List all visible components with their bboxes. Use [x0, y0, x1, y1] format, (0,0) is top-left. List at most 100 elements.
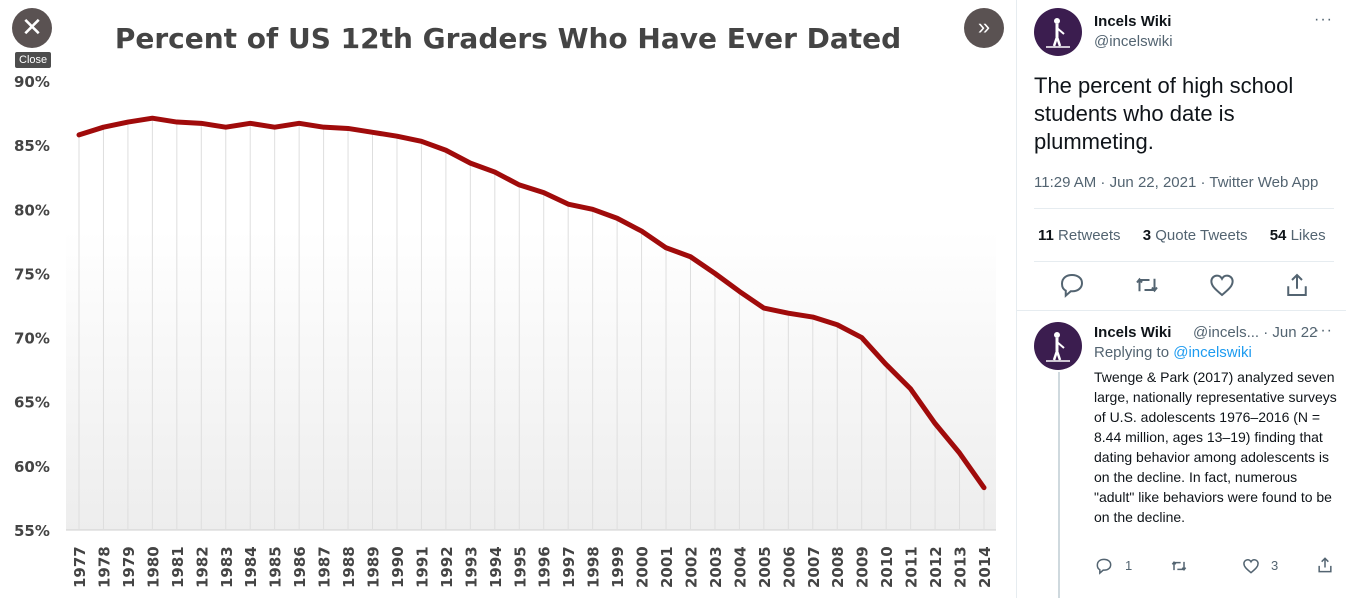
data-point	[199, 121, 203, 125]
data-point	[493, 170, 497, 174]
x-tick-label: 1990	[389, 546, 407, 588]
more-icon[interactable]: ···	[1314, 11, 1333, 28]
x-tick-label: 1996	[536, 546, 554, 588]
quote-tweets-stat[interactable]: 3 Quote Tweets	[1143, 227, 1248, 244]
avatar[interactable]	[1034, 8, 1082, 56]
x-tick-label: 1984	[242, 546, 260, 588]
x-tick-label: 1981	[169, 546, 187, 588]
x-tick-label: 1989	[365, 546, 383, 588]
x-tick-label: 2006	[780, 546, 798, 588]
data-point	[591, 207, 595, 211]
divider	[1017, 310, 1346, 311]
data-point	[322, 125, 326, 129]
author-name[interactable]: Incels Wiki	[1094, 13, 1172, 30]
x-tick-label: 1994	[487, 546, 505, 588]
x-tick-label: 2004	[731, 546, 749, 588]
data-point	[248, 121, 252, 125]
data-point	[835, 323, 839, 327]
expand-panel-button[interactable]: »	[964, 8, 1004, 48]
data-point	[737, 289, 741, 293]
data-point	[713, 271, 717, 275]
y-tick-label: 75%	[14, 265, 50, 283]
x-tick-label: 2012	[927, 546, 945, 588]
series-line	[76, 115, 987, 491]
data-point	[811, 315, 815, 319]
likes-stat[interactable]: 54 Likes	[1270, 227, 1326, 244]
data-point	[101, 125, 105, 129]
x-tick-label: 2005	[756, 546, 774, 588]
data-point	[762, 306, 766, 310]
reply-retweet-icon[interactable]	[1169, 556, 1189, 576]
tweet-text: The percent of high school students who …	[1034, 73, 1294, 154]
x-tick-label: 1992	[438, 546, 456, 588]
x-tick-label: 1985	[267, 546, 285, 588]
x-tick-label: 2011	[903, 546, 921, 588]
reply-reply-icon[interactable]	[1094, 556, 1114, 576]
reply-more-icon[interactable]: ···	[1314, 322, 1333, 339]
quotes-label: Quote Tweets	[1155, 227, 1248, 244]
reply-icon[interactable]	[1057, 270, 1087, 300]
x-tick-label: 2000	[634, 546, 652, 588]
x-tick-label: 2010	[878, 546, 896, 588]
x-tick-label: 1980	[144, 546, 162, 588]
data-point	[884, 363, 888, 367]
close-button[interactable]: ✕	[12, 8, 52, 48]
thread-line	[1058, 372, 1060, 598]
data-point	[444, 148, 448, 152]
x-tick-label: 1997	[560, 546, 578, 588]
data-point	[542, 191, 546, 195]
data-point	[419, 139, 423, 143]
plot-background	[66, 230, 996, 530]
y-tick-label: 65%	[14, 394, 50, 412]
data-point	[297, 121, 301, 125]
x-tick-label: 1977	[71, 546, 89, 588]
reply-share-icon[interactable]	[1315, 555, 1335, 575]
share-icon[interactable]	[1282, 270, 1312, 300]
chart-title: Percent of US 12th Graders Who Have Ever…	[115, 22, 901, 55]
divider	[1034, 261, 1334, 262]
avatar-figure-icon	[1046, 332, 1070, 362]
x-tick-label: 2001	[658, 546, 676, 588]
media-viewer: 90% 85% 80% 75% 70% 65% 60% 55% 1977 1978 1979 198…	[12, 8, 1004, 588]
tweet-panel: Incels Wiki @incelswiki ··· The percent …	[1016, 0, 1346, 598]
data-point	[688, 255, 692, 259]
retweets-count: 11	[1038, 227, 1054, 244]
data-point	[566, 202, 570, 206]
engagement-stats: 11 Retweets 3 Quote Tweets 54 Likes	[1038, 227, 1344, 244]
x-tick-label: 1999	[609, 546, 627, 588]
reply-author-name[interactable]: Incels Wiki	[1094, 324, 1172, 341]
like-icon[interactable]	[1207, 270, 1237, 300]
y-tick-label: 80%	[14, 201, 50, 219]
reply-text: Twenge & Park (2017) analyzed seven larg…	[1094, 369, 1337, 525]
retweets-stat[interactable]: 11 Retweets	[1038, 227, 1121, 244]
x-axis: 1977 1978 1979 1980 1981 1982 1983 1984 1985 1986…	[71, 546, 994, 588]
data-point	[175, 120, 179, 124]
data-point	[395, 134, 399, 138]
x-tick-label: 1987	[316, 546, 334, 588]
author-handle[interactable]: @incelswiki	[1094, 33, 1173, 50]
y-axis: 90% 85% 80% 75% 70% 65% 60% 55%	[14, 73, 50, 540]
data-point	[640, 229, 644, 233]
retweet-icon[interactable]	[1132, 270, 1162, 300]
x-tick-label: 1986	[291, 546, 309, 588]
chart: 90% 85% 80% 75% 70% 65% 60% 55% 1977 1978 1979 198…	[14, 22, 996, 588]
tweet-timestamp[interactable]: 11:29 AM · Jun 22, 2021 · Twitter Web Ap…	[1034, 174, 1319, 191]
data-point	[909, 387, 913, 391]
x-tick-label: 1998	[585, 546, 603, 588]
data-point	[517, 183, 521, 187]
data-point	[664, 246, 668, 250]
data-point	[224, 125, 228, 129]
data-point	[786, 311, 790, 315]
reply-author-handle-date[interactable]: @incels... · Jun 22	[1193, 324, 1318, 341]
x-tick-label: 1978	[95, 546, 113, 588]
x-tick-label: 2009	[854, 546, 872, 588]
replying-to-link[interactable]: @incelswiki	[1173, 344, 1252, 361]
x-tick-label: 1983	[218, 546, 236, 588]
x-tick-label: 1991	[413, 546, 431, 588]
retweets-label: Retweets	[1058, 227, 1121, 244]
reply-avatar[interactable]	[1034, 322, 1082, 370]
reply-reply-count: 1	[1125, 558, 1133, 573]
y-tick-label: 90%	[14, 73, 50, 91]
reply-like-icon[interactable]	[1241, 556, 1261, 576]
